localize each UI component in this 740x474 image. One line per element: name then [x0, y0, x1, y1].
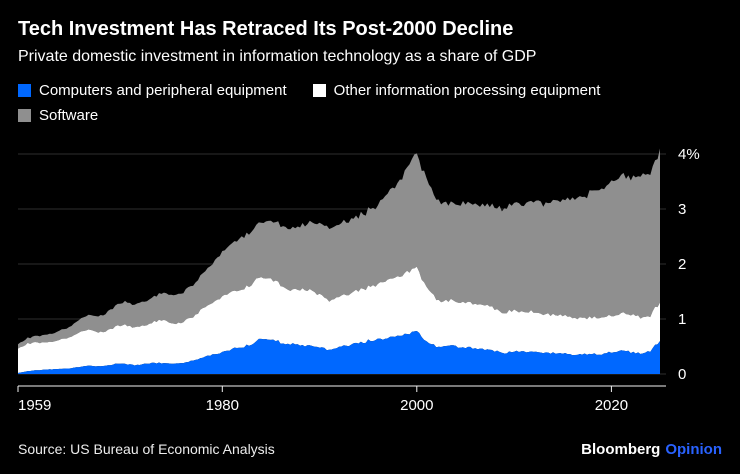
y-tick-label: 0: [678, 366, 686, 383]
legend-label-computers: Computers and peripheral equipment: [39, 82, 287, 99]
x-tick-label: 2000: [400, 397, 433, 414]
x-tick-label: 2020: [595, 397, 628, 414]
brand-opinion: Opinion: [665, 441, 722, 458]
x-tick-label: 1959: [18, 397, 51, 414]
chart-footer: Source: US Bureau of Economic Analysis B…: [18, 441, 722, 458]
y-tick-label: 1: [678, 311, 686, 328]
legend: Computers and peripheral equipment Other…: [18, 82, 722, 124]
stacked-area-chart: 1959 1980 2000 2020 0 1 2 3 4%: [17, 146, 700, 414]
area-computers: [18, 331, 660, 374]
legend-row-1: Computers and peripheral equipment Other…: [18, 82, 722, 99]
chart-subtitle: Private domestic investment in informati…: [18, 48, 537, 65]
source-note: Source: US Bureau of Economic Analysis: [18, 441, 275, 457]
legend-item-computers: Computers and peripheral equipment: [18, 82, 287, 99]
legend-swatch-software: [18, 109, 31, 122]
brand-bloomberg: Bloomberg: [581, 441, 661, 458]
chart-area: 1959 1980 2000 2020 0 1 2 3 4%: [0, 132, 740, 422]
legend-swatch-computers: [18, 84, 31, 97]
bloomberg-opinion-logo: Bloomberg Opinion: [581, 441, 722, 458]
y-tick-label: 2: [678, 256, 686, 273]
legend-label-other-equipment: Other information processing equipment: [333, 82, 601, 99]
area-software: [18, 148, 660, 349]
x-tick-label: 1980: [206, 397, 239, 414]
area-other-equipment: [18, 266, 660, 373]
y-tick-label: 3: [678, 201, 686, 218]
legend-item-other-equipment: Other information processing equipment: [312, 82, 601, 99]
legend-swatch-other-equipment: [312, 84, 326, 97]
y-tick-label: 4%: [678, 146, 700, 163]
legend-item-software: Software: [18, 107, 98, 124]
chart-title: Tech Investment Has Retraced Its Post-20…: [18, 18, 514, 40]
legend-label-software: Software: [39, 107, 99, 124]
legend-row-2: Software: [18, 107, 722, 124]
